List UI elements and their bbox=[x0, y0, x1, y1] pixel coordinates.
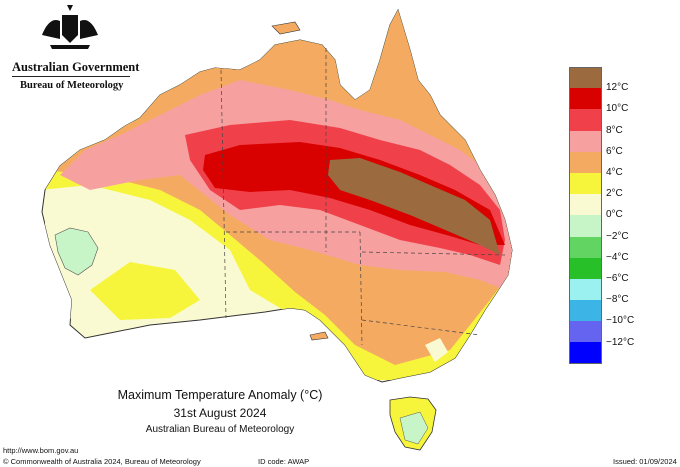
islands bbox=[271, 21, 329, 341]
zone-neg2c-west bbox=[54, 227, 99, 276]
header-divider bbox=[12, 76, 130, 77]
tasmania bbox=[389, 396, 437, 451]
legend-label: −4°C bbox=[606, 251, 629, 263]
nsw-vic-border bbox=[361, 319, 481, 336]
legend-label: −12°C bbox=[606, 336, 635, 348]
legend-label: 4°C bbox=[606, 167, 623, 178]
legend-swatch bbox=[569, 342, 602, 364]
legend-label: −6°C bbox=[606, 273, 629, 284]
kangaroo-island bbox=[309, 331, 329, 341]
legend-label: 0°C bbox=[606, 209, 623, 221]
map-date: 31st August 2024 bbox=[173, 406, 267, 420]
legend-label: 10°C bbox=[606, 103, 629, 115]
zone-0c-southeast bbox=[425, 338, 448, 362]
legend-label: −10°C bbox=[606, 315, 635, 327]
legend-label: −2°C bbox=[606, 230, 629, 242]
legend-swatch bbox=[569, 130, 602, 152]
legend-label: −8°C bbox=[606, 294, 629, 306]
footer-url[interactable]: http://www.bom.gov.au bbox=[3, 446, 79, 455]
wa-border bbox=[220, 69, 227, 319]
coat-of-arms-icon bbox=[42, 5, 98, 49]
legend-swatch bbox=[569, 172, 602, 195]
sa-nsw-border bbox=[359, 231, 363, 346]
state-borders bbox=[220, 48, 506, 346]
legend-swatch bbox=[569, 88, 602, 110]
legend-swatch bbox=[569, 109, 602, 131]
legend-swatch bbox=[569, 67, 602, 89]
legend-label: 8°C bbox=[606, 124, 623, 136]
legend-swatch bbox=[569, 278, 602, 301]
map-title-block: Maximum Temperature Anomaly (°C) 31st Au… bbox=[110, 388, 330, 435]
coat-of-arms bbox=[42, 5, 98, 49]
legend-swatch bbox=[569, 194, 602, 216]
footer-id-code: ID code: AWAP bbox=[258, 457, 310, 466]
legend-label: 6°C bbox=[606, 145, 623, 157]
zone-12c bbox=[328, 158, 500, 255]
legend-swatch bbox=[569, 151, 602, 173]
government-name: Australian Government bbox=[12, 60, 140, 74]
legend-swatch bbox=[569, 236, 602, 258]
qld-nsw-border bbox=[361, 251, 506, 256]
zone-2c-west bbox=[90, 262, 200, 320]
color-legend bbox=[569, 67, 603, 364]
footer-copyright: © Commonwealth of Australia 2024, Bureau… bbox=[3, 457, 201, 466]
legend-swatch bbox=[569, 215, 602, 237]
footer-issued: Issued: 01/09/2024 bbox=[613, 457, 677, 466]
melville-island bbox=[271, 21, 301, 35]
legend-swatch bbox=[569, 257, 602, 279]
tasmania-cool-zone bbox=[399, 411, 429, 445]
legend-swatch bbox=[569, 321, 602, 343]
map-source: Australian Bureau of Meteorology bbox=[145, 424, 295, 435]
bureau-name: Bureau of Meteorology bbox=[20, 80, 124, 91]
map-title: Maximum Temperature Anomaly (°C) bbox=[117, 388, 323, 402]
legend-label: 12°C bbox=[606, 82, 629, 94]
legend-label: 2°C bbox=[606, 188, 623, 200]
legend-swatch bbox=[569, 300, 602, 322]
